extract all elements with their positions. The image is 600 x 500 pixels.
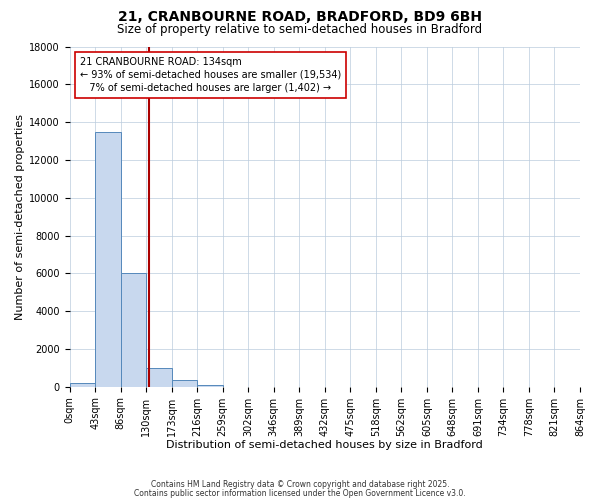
- Bar: [95, 132, 121, 386]
- Y-axis label: Number of semi-detached properties: Number of semi-detached properties: [15, 114, 25, 320]
- Text: 21 CRANBOURNE ROAD: 134sqm
← 93% of semi-detached houses are smaller (19,534)
  : 21 CRANBOURNE ROAD: 134sqm ← 93% of semi…: [80, 56, 341, 93]
- Text: Contains public sector information licensed under the Open Government Licence v3: Contains public sector information licen…: [134, 489, 466, 498]
- Bar: [146, 368, 172, 386]
- Bar: [70, 383, 95, 386]
- Bar: [197, 385, 223, 386]
- Bar: [172, 380, 197, 386]
- Text: Contains HM Land Registry data © Crown copyright and database right 2025.: Contains HM Land Registry data © Crown c…: [151, 480, 449, 489]
- X-axis label: Distribution of semi-detached houses by size in Bradford: Distribution of semi-detached houses by …: [166, 440, 483, 450]
- Bar: [121, 274, 146, 386]
- Text: 21, CRANBOURNE ROAD, BRADFORD, BD9 6BH: 21, CRANBOURNE ROAD, BRADFORD, BD9 6BH: [118, 10, 482, 24]
- Text: Size of property relative to semi-detached houses in Bradford: Size of property relative to semi-detach…: [118, 22, 482, 36]
